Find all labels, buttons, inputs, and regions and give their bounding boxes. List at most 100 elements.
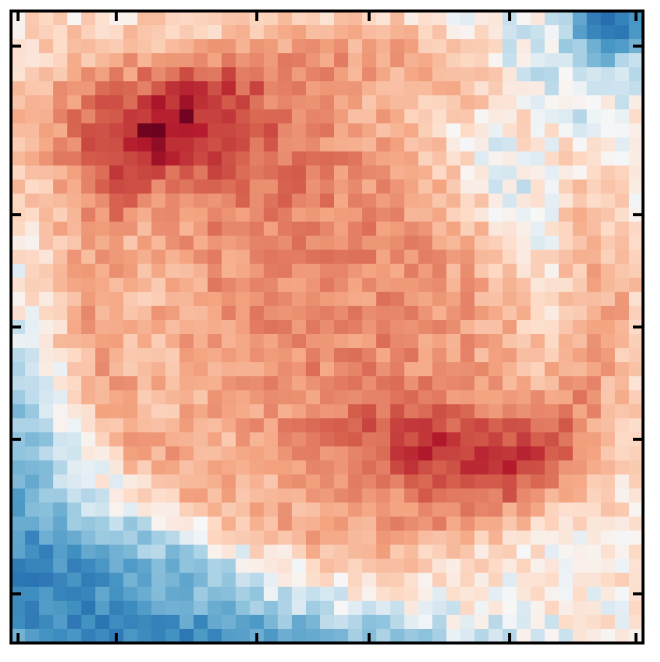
heatmap-cell [249, 558, 265, 574]
heatmap-cell [586, 109, 602, 124]
heatmap-cell [137, 572, 153, 588]
heatmap-cell [474, 39, 490, 54]
heatmap-cell [530, 165, 546, 181]
heatmap-cell [67, 305, 82, 321]
heatmap-cell [474, 81, 490, 96]
heatmap-cell [53, 291, 68, 307]
heatmap-cell [404, 95, 419, 110]
heatmap-cell [488, 95, 504, 110]
heatmap-cell [362, 348, 377, 363]
heatmap-cell [137, 291, 153, 307]
heatmap-cell [544, 376, 560, 391]
heatmap-cell [249, 109, 265, 124]
heatmap-cell [109, 277, 124, 293]
heatmap-cell [530, 137, 546, 153]
heatmap-cell [544, 390, 560, 405]
heatmap-cell [544, 179, 560, 195]
heatmap-cell [193, 263, 209, 279]
heatmap-cell [530, 572, 546, 588]
heatmap-cell [502, 151, 518, 167]
heatmap-cell [193, 530, 209, 546]
heatmap-cell [558, 25, 574, 40]
heatmap-cell [376, 460, 391, 476]
heatmap-cell [572, 249, 588, 265]
heatmap-cell [221, 474, 237, 490]
heatmap-cell [334, 600, 349, 616]
heatmap-cell [81, 502, 96, 518]
heatmap-cell [600, 530, 616, 546]
heatmap-cell [39, 432, 54, 447]
heatmap-cell [418, 263, 433, 279]
heatmap-cell [291, 544, 307, 560]
heatmap-cell [530, 460, 546, 476]
heatmap-cell [81, 151, 96, 167]
heatmap-cell [628, 109, 644, 124]
heatmap-cell [446, 25, 462, 40]
heatmap-cell [488, 586, 504, 602]
heatmap-cell [418, 277, 433, 293]
heatmap-cell [390, 348, 405, 363]
heatmap-cell [404, 109, 419, 124]
heatmap-cell [418, 179, 433, 195]
heatmap-cell [277, 263, 293, 279]
heatmap-cell [376, 474, 391, 490]
heatmap-cell [39, 446, 54, 462]
heatmap-cell [53, 123, 68, 138]
heatmap-cell [109, 81, 124, 96]
heatmap-cell [53, 277, 68, 293]
heatmap-cell [207, 221, 223, 237]
heatmap-cell [488, 572, 504, 588]
heatmap-cell [418, 572, 433, 588]
heatmap-cell [123, 544, 138, 560]
heatmap-cell [558, 628, 574, 644]
heatmap-cell [67, 334, 82, 349]
heatmap-cell [334, 432, 349, 447]
heatmap-cell [516, 474, 532, 490]
heatmap-cell [334, 39, 349, 54]
heatmap-cell [502, 474, 518, 490]
heatmap-cell [502, 376, 518, 391]
heatmap-cell [109, 291, 124, 307]
heatmap-cell [418, 207, 433, 223]
heatmap-cell [418, 362, 433, 377]
heatmap-cell [109, 123, 124, 138]
heatmap-cell [586, 165, 602, 181]
heatmap-cell [334, 460, 349, 476]
heatmap-cell [291, 221, 307, 237]
heatmap-cell [614, 235, 630, 251]
heatmap-cell [418, 432, 433, 447]
heatmap-cell [137, 446, 153, 462]
heatmap-cell [277, 488, 293, 504]
heatmap-cell [109, 39, 124, 54]
heatmap-cell [558, 488, 574, 504]
heatmap-cell [460, 446, 476, 462]
heatmap-cell [334, 277, 349, 293]
heatmap-cell [418, 376, 433, 391]
heatmap-cell [305, 558, 321, 574]
heatmap-cell [572, 586, 588, 602]
heatmap-cell [109, 530, 124, 546]
heatmap-cell [277, 334, 293, 349]
heatmap-cell [418, 123, 433, 138]
heatmap-cell [305, 446, 321, 462]
heatmap-cell [376, 390, 391, 405]
heatmap-cell [376, 600, 391, 616]
heatmap-cell [474, 530, 490, 546]
heatmap-cell [544, 137, 560, 153]
heatmap-cell [488, 600, 504, 616]
heatmap-cell [95, 81, 110, 96]
heatmap-cell [446, 67, 462, 82]
heatmap-cell [221, 53, 237, 68]
heatmap-cell [277, 390, 293, 405]
heatmap-cell [319, 109, 335, 124]
heatmap-cell [305, 516, 321, 532]
heatmap-cell [404, 263, 419, 279]
heatmap-cell [530, 614, 546, 630]
heatmap-cell [25, 39, 40, 54]
heatmap-cell [67, 474, 82, 490]
heatmap-cell [362, 319, 377, 335]
heatmap-cell [25, 362, 40, 377]
heatmap-cell [207, 81, 223, 96]
heatmap-cell [263, 165, 279, 181]
heatmap-cell [334, 474, 349, 490]
